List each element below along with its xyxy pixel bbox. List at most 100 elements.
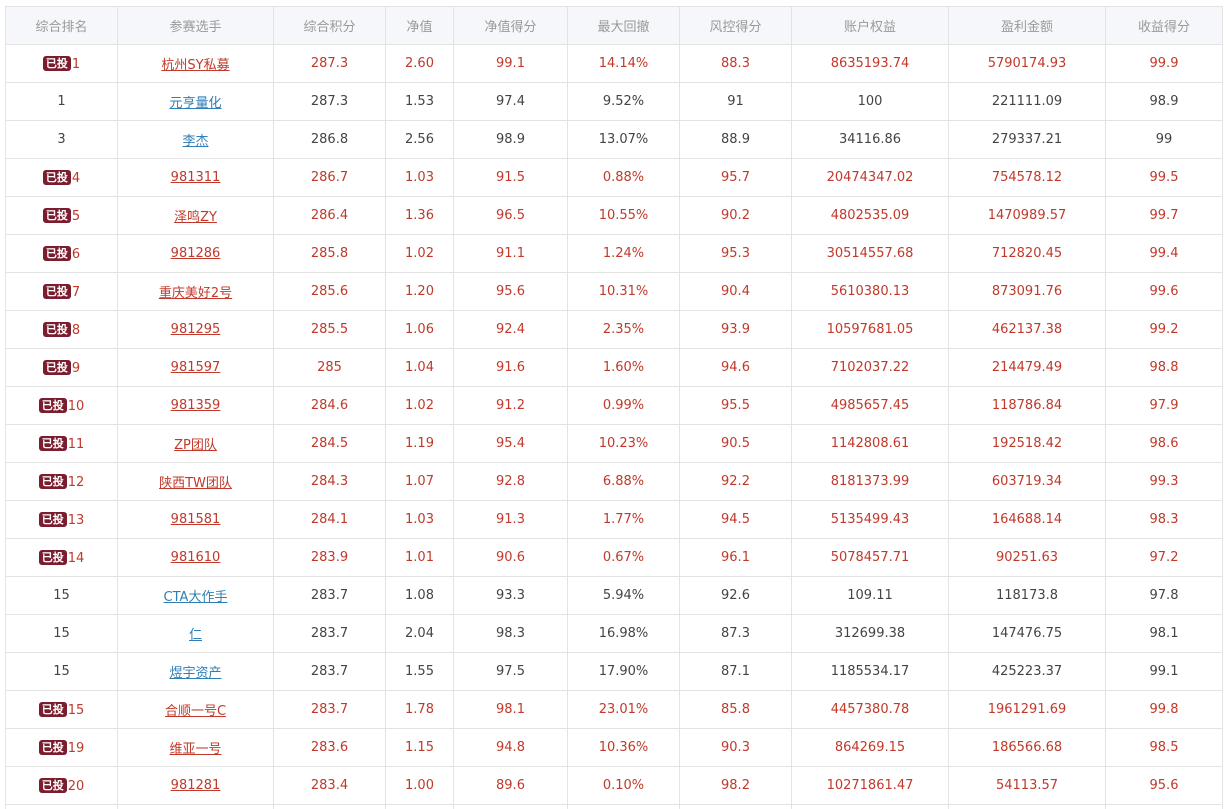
player-link[interactable]: ZP团队 — [174, 438, 217, 453]
player-cell: 元亨量化 — [117, 82, 274, 121]
header-profit: 盈利金额 — [948, 6, 1106, 45]
nav-score: 98.9 — [453, 120, 568, 159]
nav-value: 1.36 — [385, 196, 454, 235]
account-equity: 312699.38 — [791, 614, 949, 653]
table-row: 已投 9 981597 285 1.04 91.6 1.60% 94.6 7102037.22 2… — [5, 348, 1223, 387]
return-score: 98.5 — [1105, 728, 1223, 767]
rank-cell: 已投 14 — [5, 538, 118, 577]
player-link[interactable]: 李杰 — [182, 134, 209, 149]
rank-cell: 15 — [5, 614, 118, 653]
header-player: 参赛选手 — [117, 6, 274, 45]
nav-value: 1.19 — [385, 424, 454, 463]
return-score: 98.6 — [1105, 424, 1223, 463]
profit-amount: 186566.68 — [948, 728, 1106, 767]
player-link[interactable]: CTA大作手 — [163, 590, 228, 605]
player-cell: 981281 — [117, 766, 274, 805]
player-link[interactable]: 981311 — [170, 170, 221, 185]
rank-cell: 已投 13 — [5, 500, 118, 539]
account-equity: 20474347.02 — [791, 158, 949, 197]
profit-amount: 5790174.93 — [948, 44, 1106, 83]
table-row: 15 仁 283.7 2.04 98.3 16.98% 87.3 312699.38 14747… — [5, 614, 1223, 653]
account-equity: 7102037.22 — [791, 348, 949, 387]
rank-value: 15 — [53, 664, 70, 679]
invested-badge: 已投 — [38, 739, 67, 755]
player-link[interactable]: 981610 — [170, 550, 221, 565]
risk-score: 90.2 — [679, 196, 792, 235]
player-link[interactable]: 仁 — [188, 628, 202, 643]
rank-cell: 已投 4 — [5, 158, 118, 197]
max-drawdown: 1.77% — [567, 500, 680, 539]
max-drawdown: 5.94% — [567, 576, 680, 615]
player-link[interactable]: 981281 — [170, 778, 221, 793]
return-score: 99.4 — [1105, 234, 1223, 273]
profit-amount: 873091.76 — [948, 272, 1106, 311]
nav-score: 93.3 — [453, 576, 568, 615]
account-equity: 10597681.05 — [791, 310, 949, 349]
nav-value: 1.02 — [385, 234, 454, 273]
return-score: 98.9 — [1105, 82, 1223, 121]
player-link[interactable]: 维亚一号 — [169, 742, 222, 757]
player-link[interactable]: 981359 — [170, 398, 221, 413]
risk-score: 88.9 — [679, 120, 792, 159]
profit-amount: 164688.14 — [948, 500, 1106, 539]
table-header-row: 综合排名 参赛选手 综合积分 净值 净值得分 最大回撤 风控得分 账户权益 盈利金额 收益得分 — [5, 6, 1223, 45]
player-link[interactable]: 元亨量化 — [169, 96, 222, 111]
player-link[interactable]: 泽鸣ZY — [174, 210, 217, 225]
risk-score: 92.6 — [679, 576, 792, 615]
nav-value: 1.78 — [385, 690, 454, 729]
rank-cell: 1 — [5, 82, 118, 121]
risk-score: 91 — [679, 82, 792, 121]
composite-score: 284.5 — [273, 424, 386, 463]
composite-score: 284.6 — [273, 386, 386, 425]
invested-badge: 已投 — [42, 207, 71, 223]
composite-score: 284.1 — [273, 500, 386, 539]
risk-score: 95.3 — [679, 234, 792, 273]
player-link[interactable]: 981295 — [170, 322, 221, 337]
max-drawdown: 1.60% — [567, 348, 680, 387]
max-drawdown: 0.99% — [567, 386, 680, 425]
nav-score: 94.8 — [453, 728, 568, 767]
empty-cell — [273, 804, 386, 809]
risk-score: 87.3 — [679, 614, 792, 653]
return-score: 99.3 — [1105, 462, 1223, 501]
composite-score: 283.7 — [273, 690, 386, 729]
table-row: 已投 1 杭州SY私募 287.3 2.60 99.1 14.14% 88.3 8635193.… — [5, 44, 1223, 83]
nav-score: 89.6 — [453, 766, 568, 805]
header-nav-score: 净值得分 — [453, 6, 568, 45]
player-link[interactable]: 981597 — [170, 360, 221, 375]
return-score: 99.5 — [1105, 158, 1223, 197]
player-cell: CTA大作手 — [117, 576, 274, 615]
player-link[interactable]: 981581 — [170, 512, 221, 527]
player-link[interactable]: 杭州SY私募 — [161, 58, 230, 73]
header-equity: 账户权益 — [791, 6, 949, 45]
composite-score: 283.7 — [273, 652, 386, 691]
table-row: 15 CTA大作手 283.7 1.08 93.3 5.94% 92.6 109.11 1181… — [5, 576, 1223, 615]
rank-value: 19 — [67, 740, 85, 756]
max-drawdown: 9.52% — [567, 82, 680, 121]
return-score: 95.6 — [1105, 766, 1223, 805]
composite-score: 283.9 — [273, 538, 386, 577]
invested-badge: 已投 — [42, 169, 71, 185]
nav-score: 97.5 — [453, 652, 568, 691]
account-equity: 5078457.71 — [791, 538, 949, 577]
account-equity: 100 — [791, 82, 949, 121]
player-link[interactable]: 合顺一号C — [164, 704, 227, 719]
nav-score: 95.4 — [453, 424, 568, 463]
return-score: 98.3 — [1105, 500, 1223, 539]
player-link[interactable]: 981286 — [170, 246, 221, 261]
player-link[interactable]: 陕西TW团队 — [159, 476, 232, 491]
max-drawdown: 1.24% — [567, 234, 680, 273]
player-link[interactable]: 煜宇资产 — [169, 666, 222, 681]
empty-cell — [791, 804, 949, 809]
table-row: 已投 4 981311 286.7 1.03 91.5 0.88% 95.7 20474347.… — [5, 158, 1223, 197]
player-link[interactable]: 重庆美好2号 — [158, 286, 233, 301]
account-equity: 4802535.09 — [791, 196, 949, 235]
rank-value: 10 — [67, 398, 85, 414]
player-cell: 981597 — [117, 348, 274, 387]
composite-score: 286.7 — [273, 158, 386, 197]
rank-cell: 已投 8 — [5, 310, 118, 349]
table-row: 已投 14 981610 283.9 1.01 90.6 0.67% 96.1 5078457.… — [5, 538, 1223, 577]
invested-badge: 已投 — [38, 397, 67, 413]
composite-score: 283.6 — [273, 728, 386, 767]
return-score: 99.8 — [1105, 690, 1223, 729]
